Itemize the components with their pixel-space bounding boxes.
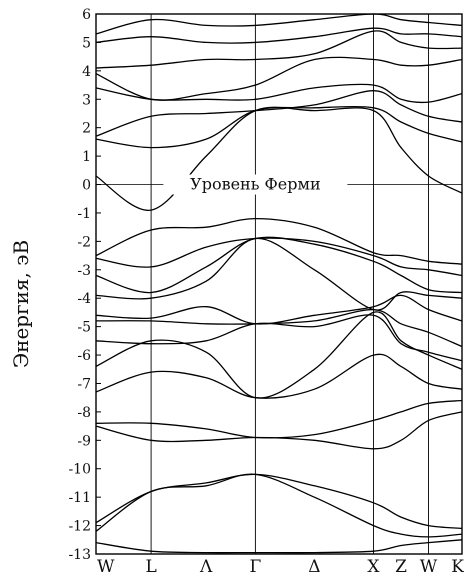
y-tick-label: 4 [82,64,91,80]
y-tick-label: -12 [68,519,91,535]
y-tick-label: -9 [77,433,91,449]
y-axis-label: Энергия, эВ [9,240,33,368]
y-tick-label: 0 [82,178,91,194]
y-tick-label: -6 [77,348,91,364]
y-tick-label: -11 [68,490,91,506]
y-tick-label: 3 [82,92,91,108]
y-tick-label: 2 [82,121,91,137]
x-tick-label: W [97,557,115,574]
x-tick-label: X [367,557,380,574]
y-tick-label: -4 [77,291,91,307]
x-tick-label: Δ [308,557,320,574]
y-tick-label: -5 [77,320,91,336]
x-tick-label: Γ [249,557,261,574]
y-tick-label: -8 [77,405,91,421]
x-tick-label: K [451,557,464,574]
x-tick-label: Z [395,557,407,574]
y-tick-label: -7 [77,376,91,392]
x-tick-label: L [145,557,156,574]
y-tick-label: -10 [68,462,91,478]
y-tick-label: 1 [82,149,91,165]
y-tick-label: 6 [82,7,91,23]
y-tick-label: -3 [77,263,91,279]
fermi-level-label: Уровень Ферми [190,175,320,194]
y-tick-label: -1 [77,206,91,222]
y-tick-label: 5 [82,35,91,51]
y-tick-label: -13 [68,547,91,563]
x-tick-label: Λ [199,557,213,574]
x-tick-label: W [420,557,438,574]
y-tick-label: -2 [77,234,91,250]
